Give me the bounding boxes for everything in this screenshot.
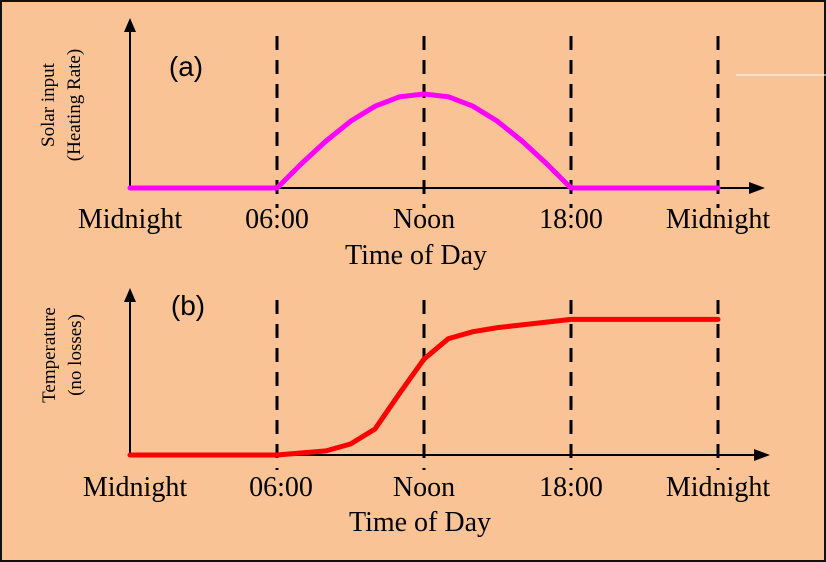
x-tick-label: Midnight: [666, 204, 770, 235]
x-axis-title: Time of Day: [345, 240, 487, 271]
x-tick-label: 06:00: [245, 204, 309, 235]
y-axis-title-line: (no losses): [65, 314, 86, 396]
x-axis-arrow: [749, 182, 765, 194]
panel-label: (b): [171, 290, 205, 321]
x-tick-label: Midnight: [78, 204, 182, 235]
y-axis-title-line: Temperature: [39, 307, 60, 403]
panel-label: (a): [169, 51, 203, 82]
series-line: [127, 316, 721, 458]
x-axis-arrow: [754, 449, 770, 461]
panel-a: Midnight 06:00 Noon 18:00 Midnight Time of Da…: [38, 18, 770, 271]
y-axis-arrow: [124, 18, 136, 32]
x-tick-label: Noon: [393, 204, 455, 235]
x-tick-label: Noon: [393, 472, 455, 503]
x-tick-label: 06:00: [249, 472, 313, 503]
x-tick-label: 18:00: [539, 204, 603, 235]
x-tick-label: Midnight: [83, 472, 187, 503]
y-axis-title-line: (Heating Rate): [64, 49, 85, 161]
x-axis-title: Time of Day: [349, 507, 491, 538]
y-axis-arrow: [124, 288, 136, 302]
y-axis-title-line: Solar input: [38, 62, 59, 147]
panel-b: Midnight 06:00 Noon 18:00 Midnight Time of Da…: [39, 288, 770, 538]
x-tick-label: 18:00: [539, 472, 603, 503]
x-tick-label: Midnight: [666, 472, 770, 503]
